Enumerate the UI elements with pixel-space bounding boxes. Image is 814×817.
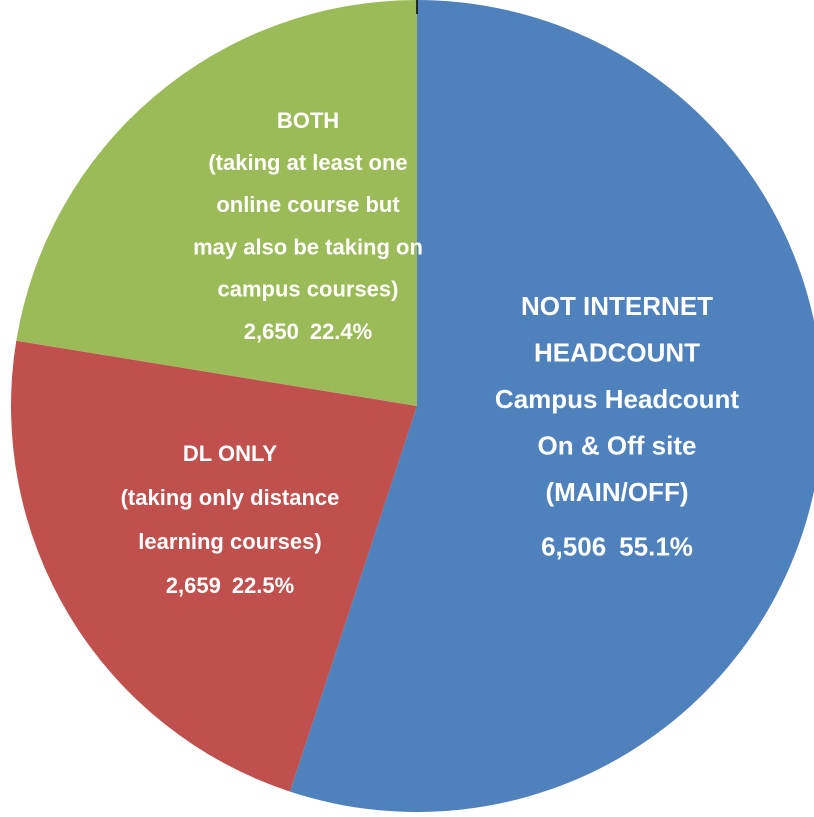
labels: NOT INTERNET HEADCOUNT Campus Headcount On … [121, 108, 740, 598]
pie-slice [289, 0, 814, 812]
slice-label: (taking at least one [208, 150, 407, 175]
slice-label: campus courses) [218, 277, 399, 302]
value-label: 2,650 22.4% [244, 319, 372, 344]
value-percent: 22.5% [232, 573, 294, 598]
value-number: 6,506 [541, 531, 606, 561]
slice-label: On & Off site [538, 430, 697, 460]
slice-label: HEADCOUNT [534, 337, 700, 367]
pie [11, 0, 814, 812]
slice-label: (MAIN/OFF) [546, 477, 689, 507]
slice-label: Campus Headcount [495, 384, 739, 414]
value-percent: 55.1% [619, 531, 693, 561]
slice-label: (taking only distance [121, 485, 340, 510]
value-number: 2,650 [244, 319, 299, 344]
slice-label: DL ONLY [183, 441, 277, 466]
value-label: 2,659 22.5% [166, 573, 294, 598]
pie-slice [11, 340, 418, 792]
slice-label: online course but [216, 192, 400, 217]
value-number: 2,659 [166, 573, 221, 598]
value-percent: 22.4% [310, 319, 372, 344]
slice-label: BOTH [277, 108, 339, 133]
pie-slice [16, 0, 418, 406]
slice-label: may also be taking on [193, 234, 423, 259]
slice-label: learning courses) [138, 529, 321, 554]
slice-label: NOT INTERNET [521, 291, 713, 321]
value-label: 6,506 55.1% [541, 531, 693, 561]
